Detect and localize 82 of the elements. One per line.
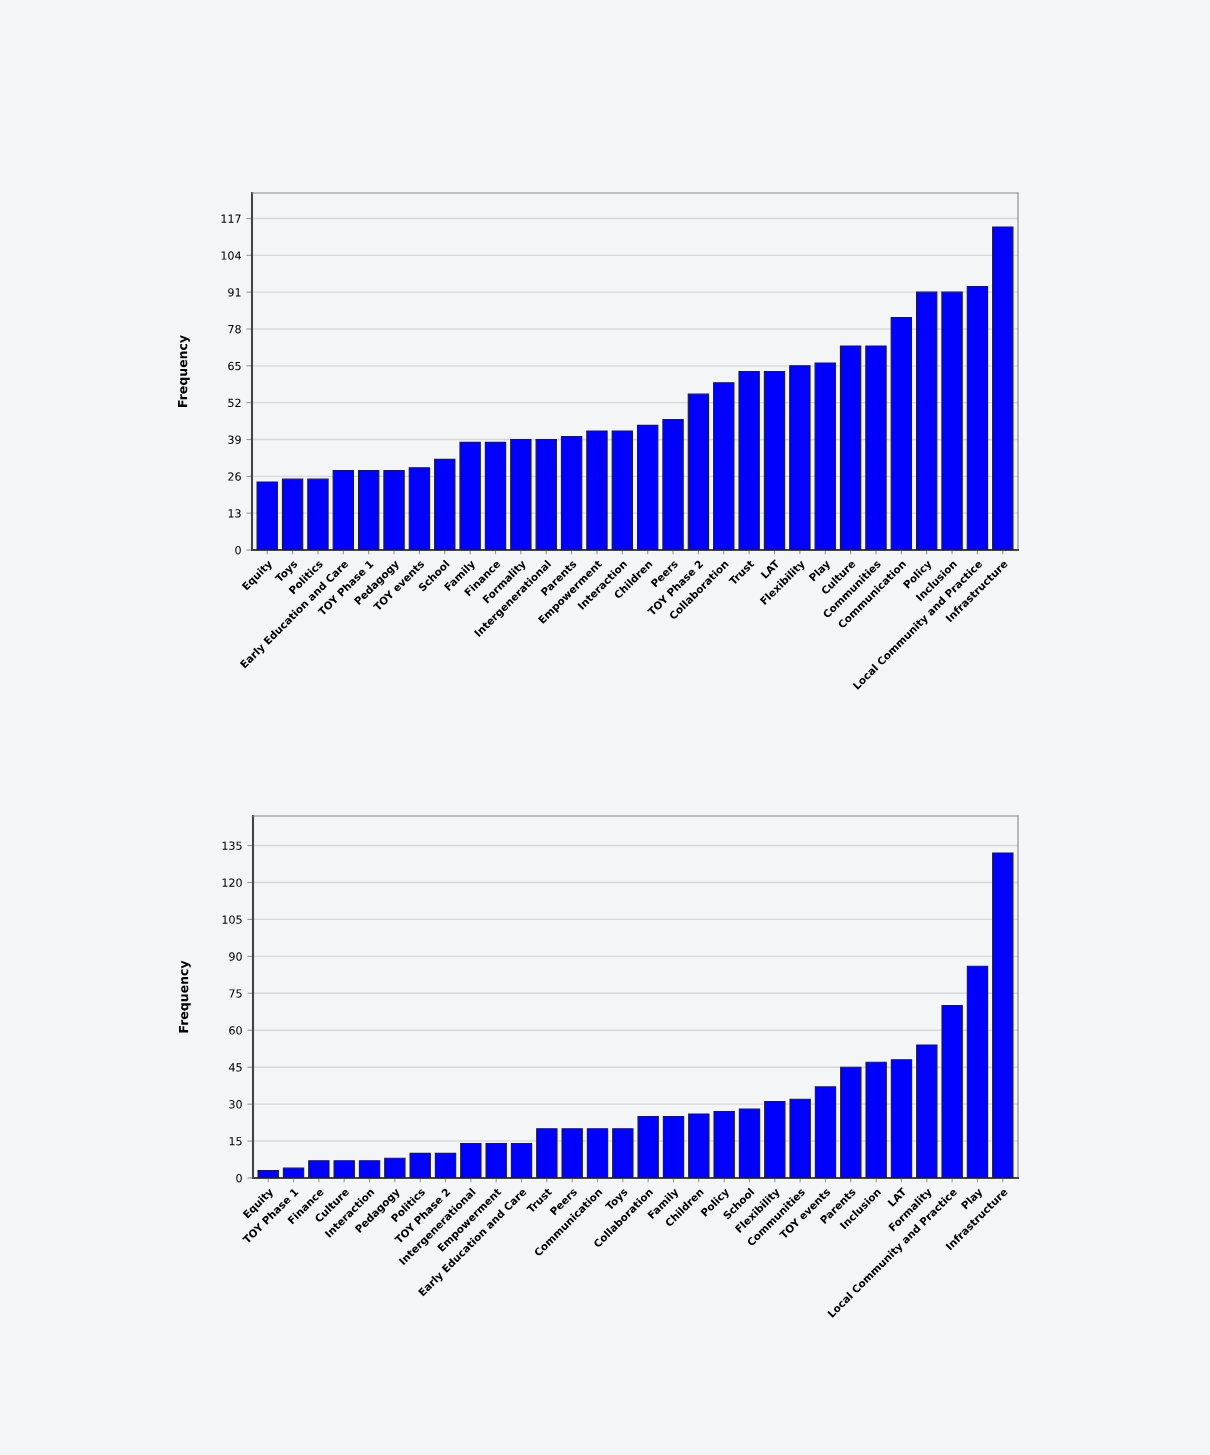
bar	[688, 1113, 710, 1178]
bar	[763, 370, 786, 550]
bar	[281, 478, 304, 550]
y-tick-label: 120	[222, 878, 242, 887]
y-tick-label: 91	[228, 288, 241, 297]
y-tick-label: 26	[228, 472, 241, 481]
bar	[915, 291, 938, 550]
y-axis-title: Frequency	[178, 335, 190, 407]
bar	[966, 965, 989, 1178]
y-tick-label: 30	[229, 1100, 242, 1109]
bar	[384, 1157, 406, 1178]
bar	[839, 345, 862, 550]
bar	[637, 1115, 659, 1178]
bar	[256, 481, 278, 550]
y-tick-label: 0	[235, 545, 241, 555]
bar	[764, 1101, 786, 1178]
bar	[333, 1160, 355, 1178]
bar	[662, 419, 684, 550]
bar	[358, 1160, 381, 1178]
y-tick-label: 105	[222, 915, 242, 924]
bar	[814, 362, 836, 550]
bar	[636, 424, 659, 550]
bar	[966, 285, 989, 550]
bar	[865, 1061, 887, 1178]
y-tick-label: 104	[221, 251, 241, 260]
bar	[383, 470, 405, 550]
bar	[840, 1066, 862, 1178]
y-tick-label: 0	[236, 1173, 242, 1183]
bar	[561, 1128, 583, 1178]
bar	[307, 478, 329, 550]
bar	[890, 1059, 913, 1178]
bar	[357, 470, 380, 550]
bar	[459, 441, 481, 550]
bar	[434, 1152, 457, 1178]
y-axis-title: Frequency	[179, 960, 191, 1033]
bar	[814, 1086, 837, 1178]
bar	[332, 470, 355, 550]
y-tick-label: 117	[221, 214, 241, 223]
bar	[662, 1115, 685, 1178]
y-tick-label: 75	[229, 989, 242, 998]
bar	[865, 345, 887, 550]
bar	[257, 1170, 279, 1178]
bar	[789, 1098, 811, 1178]
bar	[789, 365, 811, 550]
bar	[713, 382, 735, 550]
y-tick-label: 52	[228, 398, 241, 408]
bar	[308, 1160, 330, 1178]
y-tick-label: 45	[228, 1063, 242, 1072]
bar	[510, 1142, 533, 1178]
y-tick-label: 65	[228, 361, 241, 371]
bar	[536, 1128, 558, 1178]
bar	[409, 1152, 431, 1178]
y-tick-label: 39	[228, 435, 241, 444]
bar	[941, 291, 963, 550]
y-tick-label: 13	[228, 509, 241, 518]
bar	[586, 430, 608, 550]
bar	[510, 438, 532, 550]
bar	[611, 430, 634, 550]
y-tick-label: 78	[228, 324, 241, 334]
bar	[738, 1108, 761, 1178]
bar	[485, 1142, 507, 1178]
y-tick-label: 90	[229, 952, 242, 961]
y-tick-label: 135	[222, 841, 242, 850]
bar	[535, 438, 557, 550]
bar	[738, 370, 760, 550]
bar	[941, 1005, 963, 1178]
bar	[282, 1167, 305, 1178]
bar	[713, 1110, 735, 1178]
bar	[612, 1128, 634, 1178]
bar	[434, 458, 456, 550]
bar	[890, 317, 913, 550]
bar	[916, 1044, 938, 1178]
bar	[586, 1128, 609, 1178]
bar	[992, 226, 1014, 550]
bar	[460, 1142, 482, 1178]
bar	[992, 852, 1014, 1178]
y-tick-label: 15	[229, 1137, 242, 1146]
bar	[408, 467, 431, 550]
bar	[560, 436, 583, 550]
bar	[687, 393, 710, 550]
y-tick-label: 60	[229, 1026, 242, 1035]
bar	[484, 441, 507, 550]
